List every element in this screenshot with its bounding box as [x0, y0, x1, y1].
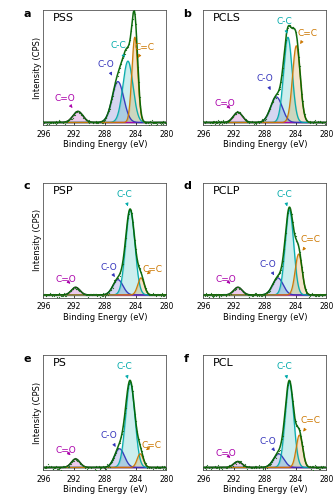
Text: a: a [24, 9, 31, 19]
Text: PCLS: PCLS [213, 14, 241, 24]
Text: C-O: C-O [100, 430, 117, 446]
Text: C-C: C-C [276, 362, 292, 378]
Text: C=C: C=C [301, 416, 321, 431]
Text: C-O: C-O [98, 60, 115, 75]
Text: C-C: C-C [116, 362, 132, 378]
Text: C=C: C=C [297, 28, 317, 44]
Text: PCLP: PCLP [213, 186, 241, 196]
Text: C=C: C=C [301, 235, 321, 250]
Text: PSS: PSS [53, 14, 74, 24]
X-axis label: Binding Energy (eV): Binding Energy (eV) [222, 313, 307, 322]
X-axis label: Binding Energy (eV): Binding Energy (eV) [222, 485, 307, 494]
Y-axis label: Intensity (CPS): Intensity (CPS) [33, 36, 42, 98]
Text: C=C: C=C [135, 43, 155, 57]
Text: C=O: C=O [55, 446, 76, 455]
Text: C-C: C-C [116, 190, 132, 206]
Text: C-C: C-C [276, 18, 292, 33]
Y-axis label: Intensity (CPS): Intensity (CPS) [33, 209, 42, 271]
Text: C-O: C-O [256, 74, 273, 90]
Text: C=O: C=O [55, 94, 75, 108]
Text: C=O: C=O [215, 275, 236, 284]
X-axis label: Binding Energy (eV): Binding Energy (eV) [222, 140, 307, 149]
Text: PS: PS [53, 358, 67, 368]
Text: C-C: C-C [276, 190, 292, 206]
Text: d: d [183, 182, 191, 192]
Text: C=O: C=O [215, 450, 236, 458]
X-axis label: Binding Energy (eV): Binding Energy (eV) [63, 140, 147, 149]
Text: PSP: PSP [53, 186, 74, 196]
Text: C=O: C=O [214, 99, 235, 108]
Text: c: c [24, 182, 30, 192]
Text: C-O: C-O [100, 263, 117, 276]
Text: e: e [24, 354, 31, 364]
Text: PCL: PCL [213, 358, 234, 368]
X-axis label: Binding Energy (eV): Binding Energy (eV) [63, 485, 147, 494]
Text: C-O: C-O [259, 438, 276, 450]
Text: C-O: C-O [259, 260, 276, 274]
Text: C=C: C=C [142, 441, 162, 450]
X-axis label: Binding Energy (eV): Binding Energy (eV) [63, 313, 147, 322]
Text: b: b [183, 9, 191, 19]
Text: f: f [183, 354, 188, 364]
Text: C=C: C=C [143, 265, 163, 274]
Text: C=O: C=O [55, 275, 76, 284]
Text: C-C: C-C [110, 42, 126, 57]
Y-axis label: Intensity (CPS): Intensity (CPS) [33, 382, 42, 444]
